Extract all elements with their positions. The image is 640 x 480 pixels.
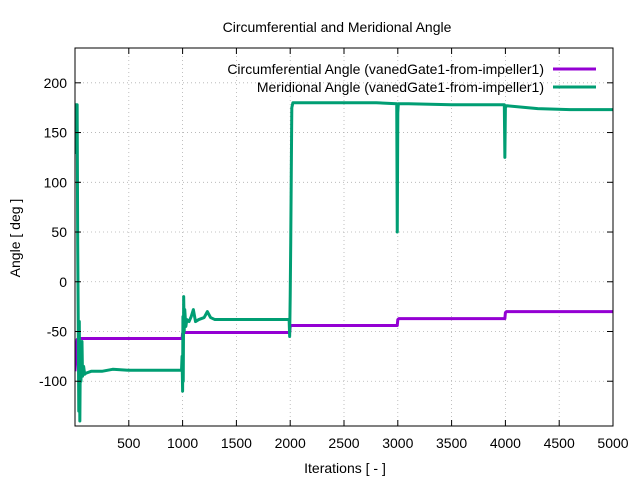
x-tick-label: 3000 [382,435,413,451]
x-tick-label: 1500 [221,435,252,451]
grid [75,48,613,426]
x-tick-label: 4000 [490,435,521,451]
x-ticks: 500 1000 1500 2000 2500 3000 3500 4000 4500 5000 [117,48,629,451]
series-layer [75,101,613,423]
x-tick-label: 4500 [544,435,575,451]
y-tick-label: 100 [44,174,68,190]
y-axis-title: Angle [ deg ] [7,199,23,278]
x-tick-label: 2000 [275,435,306,451]
x-axis-title: Iterations [ - ] [304,460,386,476]
x-tick-label: 3500 [436,435,467,451]
legend: Circumferential Angle (vanedGate1-from-i… [227,61,596,95]
y-tick-label: -100 [39,373,67,389]
legend-label-1: Circumferential Angle (vanedGate1-from-i… [227,61,544,77]
y-tick-label: -50 [47,324,67,340]
x-tick-label: 5000 [597,435,628,451]
y-ticks: -100 -50 0 50 100 150 200 [39,75,613,389]
legend-label-2: Meridional Angle (vanedGate1-from-impell… [257,79,544,95]
y-tick-label: 50 [51,224,67,240]
y-tick-label: 0 [59,274,67,290]
y-tick-label: 200 [44,75,68,91]
x-tick-label: 500 [117,435,141,451]
x-tick-label: 1000 [167,435,198,451]
x-tick-label: 2500 [328,435,359,451]
y-tick-label: 150 [44,125,68,141]
chart-title: Circumferential and Meridional Angle [223,19,452,35]
series-line-2 [75,101,613,423]
